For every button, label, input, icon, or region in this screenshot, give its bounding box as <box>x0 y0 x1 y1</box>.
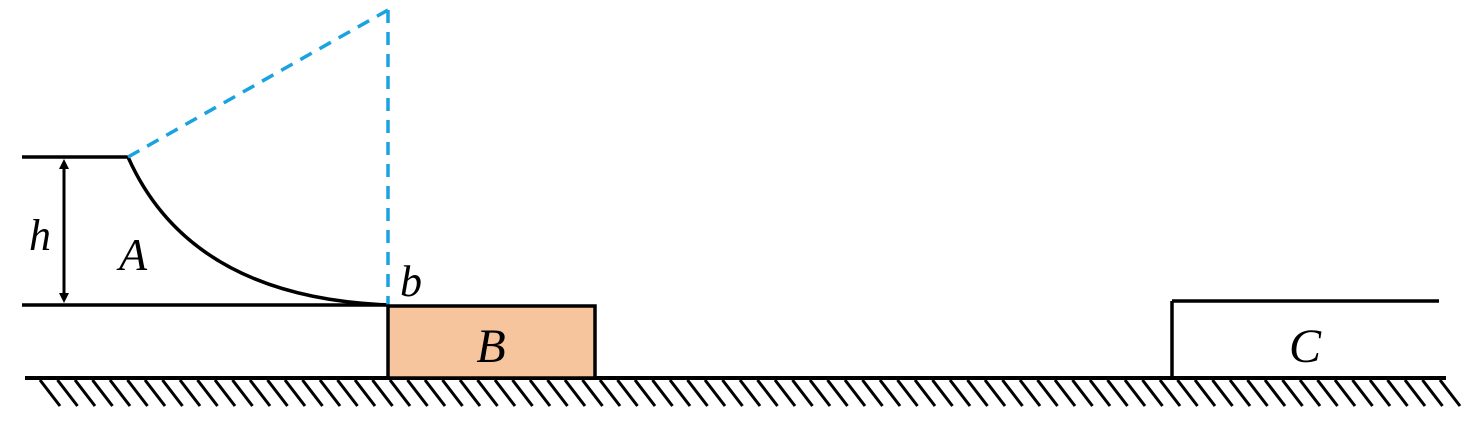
hatch-mark <box>1211 379 1234 407</box>
hatch-mark <box>1001 379 1024 407</box>
hatch-mark <box>791 379 814 407</box>
hatch-mark <box>1246 379 1269 407</box>
hatch-mark <box>896 379 919 407</box>
hatch-mark <box>546 379 569 407</box>
block-b <box>386 304 597 380</box>
label-block-a: A <box>116 229 148 280</box>
hatch-mark <box>651 379 674 407</box>
block-a <box>22 155 389 307</box>
hatch-mark <box>108 379 132 407</box>
construction-lines <box>127 8 390 305</box>
hatch-mark <box>1281 379 1304 407</box>
hatch-mark <box>703 379 727 407</box>
hatch-mark <box>1071 379 1094 407</box>
hatch-mark <box>581 379 604 407</box>
hatch-mark <box>1106 379 1129 407</box>
hatch-mark <box>91 379 114 407</box>
ground-hatching <box>38 379 1462 407</box>
hatch-mark <box>336 379 359 407</box>
hatch-mark <box>1368 379 1392 407</box>
hatch-mark <box>1193 379 1217 407</box>
hatch-mark <box>1088 379 1112 407</box>
hatch-mark <box>1333 379 1357 407</box>
hatch-mark <box>161 379 184 407</box>
hatch-mark <box>1316 379 1339 407</box>
hatch-mark <box>353 379 377 407</box>
hatch-mark <box>266 379 289 407</box>
hatch-mark <box>913 379 937 407</box>
hatch-mark <box>493 379 517 407</box>
hatch-mark <box>1053 379 1077 407</box>
label-height: h <box>29 211 51 260</box>
hatch-mark <box>1123 379 1147 407</box>
hatch-mark <box>808 379 832 407</box>
hatch-mark <box>178 379 202 407</box>
hatch-mark <box>248 379 272 407</box>
hatch-mark <box>1438 379 1462 407</box>
hatch-mark <box>143 379 167 407</box>
hatch-mark <box>878 379 902 407</box>
hatch-mark <box>1298 379 1322 407</box>
hatch-mark <box>38 379 62 407</box>
hatch-mark <box>931 379 954 407</box>
hatch-mark <box>1351 379 1374 407</box>
hatch-mark <box>511 379 534 407</box>
block-a-curved-surface <box>126 156 389 307</box>
hatch-mark <box>843 379 867 407</box>
hatch-mark <box>231 379 254 407</box>
hatch-mark <box>73 379 97 407</box>
hatch-mark <box>196 379 219 407</box>
hatch-mark <box>1421 379 1444 407</box>
hatch-mark <box>773 379 797 407</box>
hatch-mark <box>423 379 447 407</box>
hatch-mark <box>1176 379 1199 407</box>
hatch-mark <box>563 379 587 407</box>
hatch-mark <box>686 379 709 407</box>
label-block-b: B <box>476 320 505 373</box>
hatch-mark <box>966 379 989 407</box>
hatch-mark <box>406 379 429 407</box>
hatch-mark <box>213 379 237 407</box>
hatch-mark <box>318 379 342 407</box>
hatch-mark <box>861 379 884 407</box>
hatch-mark <box>668 379 692 407</box>
hatch-mark <box>826 379 849 407</box>
hatch-mark <box>1158 379 1182 407</box>
hatch-mark <box>371 379 394 407</box>
hatch-mark <box>283 379 307 407</box>
hatch-mark <box>441 379 464 407</box>
hatch-mark <box>56 379 79 407</box>
hatch-mark <box>633 379 657 407</box>
hatch-mark <box>616 379 639 407</box>
hatch-mark <box>1018 379 1042 407</box>
hatch-mark <box>1141 379 1164 407</box>
hatch-mark <box>1386 379 1409 407</box>
label-block-c: C <box>1289 320 1322 373</box>
hatch-mark <box>598 379 622 407</box>
block-c <box>1170 299 1439 378</box>
hatch-mark <box>458 379 482 407</box>
hatch-mark <box>476 379 499 407</box>
hatch-mark <box>528 379 552 407</box>
hatch-mark <box>756 379 779 407</box>
hatch-mark <box>1263 379 1287 407</box>
hatch-mark <box>388 379 412 407</box>
construction-line-slant <box>127 8 389 159</box>
label-point-b: b <box>400 257 422 306</box>
hatch-mark <box>126 379 149 407</box>
hatch-mark <box>1403 379 1427 407</box>
hatch-mark <box>738 379 762 407</box>
hatch-mark <box>948 379 972 407</box>
hatch-mark <box>1036 379 1059 407</box>
hatch-mark <box>1228 379 1252 407</box>
hatch-mark <box>983 379 1007 407</box>
hatch-mark <box>301 379 324 407</box>
hatch-mark <box>721 379 744 407</box>
